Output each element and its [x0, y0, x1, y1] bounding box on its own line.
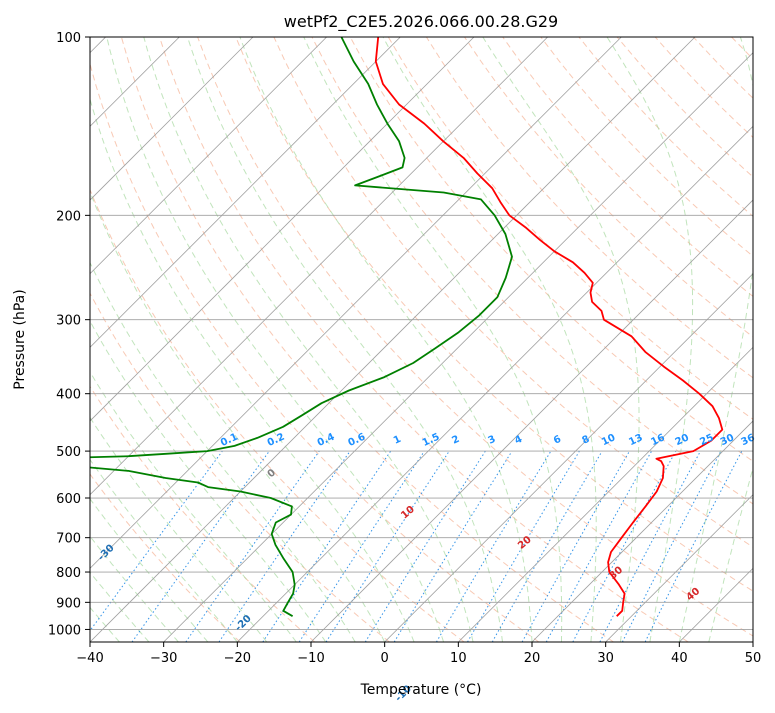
- y-tick-label: 600: [56, 492, 81, 507]
- x-tick-label: −10: [297, 651, 324, 666]
- y-tick-label: 400: [56, 388, 81, 403]
- x-tick-label: 50: [745, 651, 762, 666]
- y-tick-label: 900: [56, 596, 81, 611]
- x-tick-label: 20: [524, 651, 541, 666]
- y-tick-label: 300: [56, 314, 81, 329]
- y-axis-label: Pressure (hPa): [12, 289, 28, 389]
- y-tick-label: 100: [56, 31, 81, 46]
- y-tick-label: 500: [56, 445, 81, 460]
- x-tick-label: −40: [76, 651, 103, 666]
- x-tick-label: 0: [381, 651, 389, 666]
- x-tick-label: 10: [450, 651, 467, 666]
- y-tick-label: 800: [56, 566, 81, 581]
- x-tick-label: −20: [224, 651, 251, 666]
- x-tick-label: 40: [671, 651, 688, 666]
- x-axis-label: Temperature (°C): [360, 682, 482, 698]
- x-tick-label: −30: [150, 651, 177, 666]
- x-tick-label: 30: [597, 651, 614, 666]
- chart-title: wetPf2_C2E5.2026.066.00.28.G29: [284, 12, 558, 32]
- y-tick-label: 1000: [48, 623, 81, 638]
- y-tick-label: 700: [56, 532, 81, 547]
- y-tick-label: 200: [56, 209, 81, 224]
